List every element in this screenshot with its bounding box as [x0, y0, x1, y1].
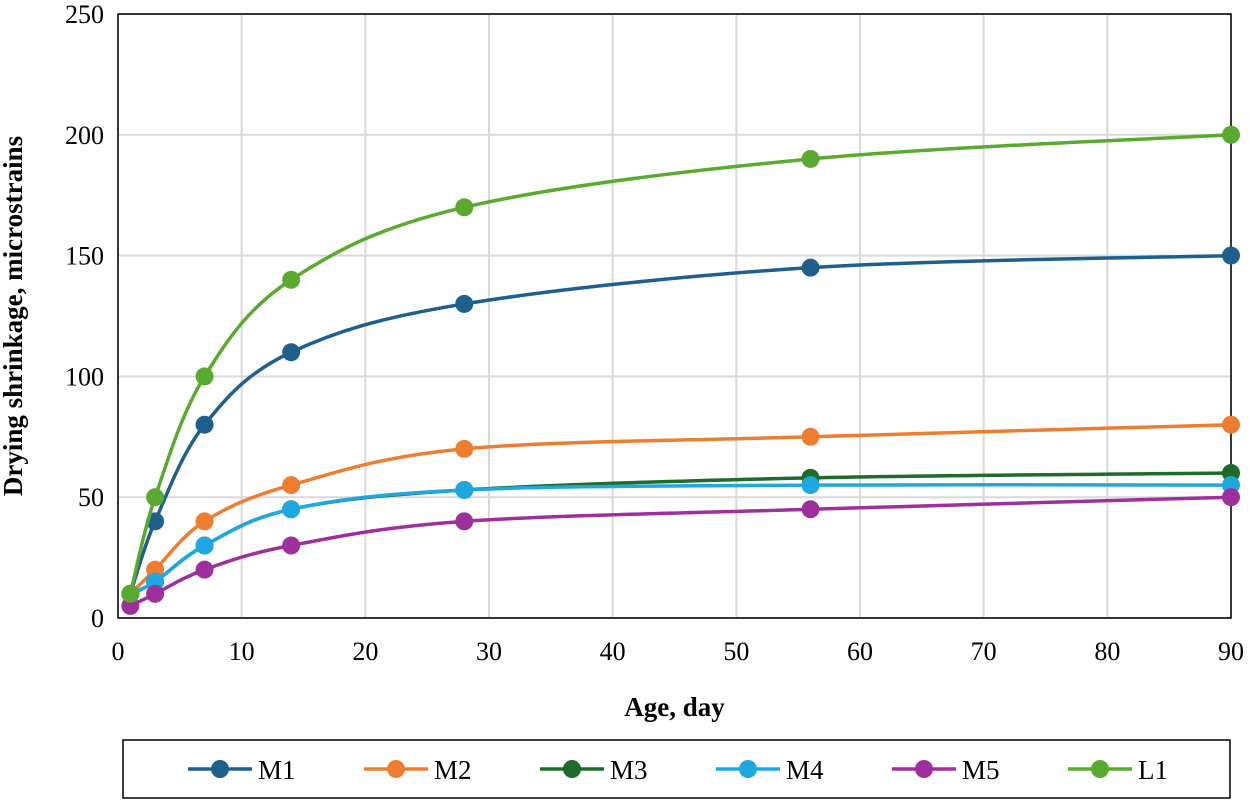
- legend-item-m1: M1: [188, 755, 296, 785]
- data-point: [455, 294, 474, 313]
- legend-label: M4: [786, 755, 824, 785]
- data-point: [801, 149, 820, 168]
- axis-ticks: 0 10 20 30 40 50 60 70 80 90 0 50 100 150 200 250: [65, 0, 1244, 666]
- x-tick-label: 80: [1094, 637, 1120, 666]
- series-line: [129, 495, 1232, 608]
- legend-marker: [211, 760, 229, 778]
- series-l1: [121, 125, 1240, 603]
- data-point: [801, 258, 820, 277]
- x-tick-label: 70: [971, 637, 997, 666]
- y-tick-label: 150: [65, 242, 104, 271]
- y-tick-label: 250: [65, 0, 104, 29]
- series-line: [129, 422, 1232, 596]
- legend: M1 M2 M3 M4 M5 L1: [122, 739, 1231, 799]
- legend-marker: [739, 760, 757, 778]
- data-point: [282, 343, 301, 362]
- data-point: [455, 480, 474, 499]
- legend-item-m4: M4: [716, 755, 824, 785]
- x-tick-label: 40: [600, 637, 626, 666]
- legend-label: M2: [434, 755, 472, 785]
- x-tick-label: 20: [352, 637, 378, 666]
- legend-marker: [915, 760, 933, 778]
- legend-label: M1: [258, 755, 296, 785]
- data-point: [801, 427, 820, 446]
- data-point: [195, 512, 214, 531]
- data-point: [146, 584, 165, 603]
- legend-marker: [563, 760, 581, 778]
- data-point: [282, 476, 301, 495]
- y-axis-title: Drying shrinkage, microstrains: [0, 136, 28, 496]
- data-point: [455, 198, 474, 217]
- data-point: [195, 536, 214, 555]
- data-point: [146, 488, 165, 507]
- grid-lines: [117, 13, 1232, 619]
- data-point: [455, 512, 474, 531]
- x-tick-label: 50: [723, 637, 749, 666]
- data-point: [282, 500, 301, 519]
- legend-label: L1: [1138, 755, 1168, 785]
- legend-marker: [387, 760, 405, 778]
- data-point: [282, 270, 301, 289]
- data-point: [455, 439, 474, 458]
- x-tick-label: 10: [229, 637, 255, 666]
- legend-label: M3: [610, 755, 648, 785]
- data-point: [1222, 415, 1240, 434]
- legend-item-m2: M2: [364, 755, 472, 785]
- x-tick-label: 30: [476, 637, 502, 666]
- data-point: [195, 560, 214, 579]
- series-line: [129, 483, 1232, 596]
- data-point: [1222, 125, 1240, 144]
- data-point: [195, 415, 214, 434]
- data-point: [195, 367, 214, 386]
- x-tick-label: 0: [112, 637, 125, 666]
- legend-box: [122, 739, 1231, 799]
- y-tick-label: 50: [78, 483, 104, 512]
- x-tick-label: 60: [847, 637, 873, 666]
- x-tick-label: 90: [1218, 637, 1244, 666]
- data-point: [1222, 246, 1240, 265]
- data-point: [121, 584, 140, 603]
- y-tick-label: 100: [65, 362, 104, 391]
- data-point: [801, 476, 820, 495]
- legend-label: M5: [962, 755, 1000, 785]
- y-tick-label: 0: [91, 604, 104, 633]
- series-lines: [121, 125, 1240, 615]
- x-axis-title: Age, day: [624, 692, 725, 722]
- legend-marker: [1091, 760, 1109, 778]
- legend-item-l1: L1: [1068, 755, 1168, 785]
- data-point: [801, 500, 820, 519]
- series-line: [128, 253, 1232, 595]
- data-point: [1222, 488, 1240, 507]
- data-point: [282, 536, 301, 555]
- plot-area-border: [117, 13, 1232, 619]
- y-tick-label: 200: [65, 121, 104, 150]
- legend-item-m3: M3: [540, 755, 648, 785]
- series-line: [128, 133, 1232, 595]
- legend-item-m5: M5: [892, 755, 1000, 785]
